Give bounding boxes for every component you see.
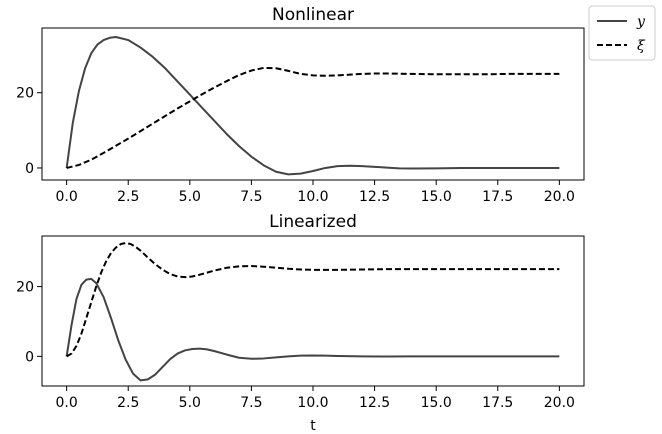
x-tick-label: 17.5 (482, 395, 513, 411)
x-tick-label: 5.0 (179, 395, 201, 411)
y-tick-label: 20 (16, 86, 34, 102)
x-axis-label: t (310, 418, 316, 434)
series-line-y (65, 36, 560, 176)
x-tick-label: 12.5 (359, 395, 390, 411)
x-tick-label: 0.0 (56, 395, 78, 411)
series-line-y (65, 277, 560, 382)
x-tick-label: 10.0 (297, 189, 328, 205)
y-tick-label: 20 (16, 280, 34, 296)
panel-1: Nonlinear 0.0 2.5 5.0 7.5 10.0 12.5 15.0 17.5 20.… (16, 5, 585, 205)
x-tick-label: 17.5 (482, 189, 513, 205)
x-tick-label: 12.5 (359, 189, 390, 205)
legend-label-y: y (636, 14, 646, 30)
x-tick-label: 20.0 (544, 395, 575, 411)
x-tick-label: 7.5 (240, 189, 262, 205)
y-tick-label: 0 (25, 349, 34, 365)
x-tick-label: 15.0 (421, 395, 452, 411)
x-tick-label: 2.5 (117, 189, 139, 205)
x-tick-label: 10.0 (297, 395, 328, 411)
axes-frame (41, 235, 585, 387)
x-tick-label: 5.0 (179, 189, 201, 205)
panel-title: Linearized (269, 212, 357, 232)
legend: y ξ (588, 5, 656, 61)
x-tick-label: 2.5 (117, 395, 139, 411)
y-tick-label: 0 (25, 161, 34, 177)
panel-2: Linearized 0.0 2.5 5.0 7.5 10.0 12.5 15.0 17.5 20… (16, 212, 585, 434)
series-line-xi (66, 66, 560, 169)
x-tick-label: 7.5 (240, 395, 262, 411)
series-line-xi (66, 241, 560, 358)
legend-frame (588, 5, 656, 61)
x-tick-label: 15.0 (421, 189, 452, 205)
legend-label-xi: ξ (637, 38, 646, 54)
axes-frame (41, 27, 585, 181)
x-tick-label: 0.0 (56, 189, 78, 205)
panel-title: Nonlinear (272, 5, 354, 25)
x-tick-label: 20.0 (544, 189, 575, 205)
panels: Nonlinear 0.0 2.5 5.0 7.5 10.0 12.5 15.0 17.5 20.… (16, 5, 585, 434)
